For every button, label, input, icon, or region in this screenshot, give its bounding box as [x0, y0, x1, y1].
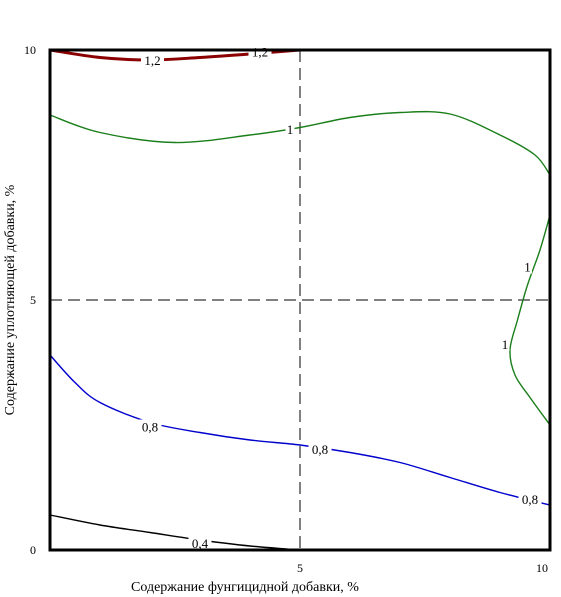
- tick-labels: 5 10 0 5 10: [24, 43, 548, 575]
- x-tick-label-0: 5: [297, 561, 303, 575]
- contour-label-bg: [188, 536, 212, 550]
- y-axis-label: Содержание уплотняющей добавки, %: [3, 184, 18, 415]
- contour-label-bg: [523, 259, 532, 274]
- contour-line-3: [49, 354, 551, 506]
- x-tick-label-1: 10: [536, 561, 548, 575]
- contour-labels: 1,2 1,2 1 1 1 0,8 0,8 0,8 0,4: [138, 44, 542, 551]
- contour-label-3-1: 0,8: [312, 442, 328, 457]
- x-axis-label: Содержание фунгицидной добавки, %: [131, 580, 359, 595]
- y-tick-label-0: 0: [30, 543, 36, 557]
- contour-label-3-2: 0,8: [522, 492, 538, 507]
- contour-label-2-1: 1: [502, 337, 509, 352]
- contour-label-0-1: 1,2: [252, 45, 268, 60]
- plot-frame: [48, 48, 552, 552]
- contour-label-bg: [138, 419, 162, 434]
- contour-label-4-0: 0,4: [192, 536, 209, 551]
- contour-line-1: [49, 110, 551, 176]
- plot-area: [49, 48, 551, 551]
- contour-label-bg: [141, 53, 164, 67]
- contour-label-bg: [308, 442, 332, 456]
- contour-label-bg: [500, 337, 510, 351]
- contour-label-3-0: 0,8: [142, 420, 158, 435]
- contour-label-2-0: 1: [524, 260, 531, 275]
- y-tick-label-1: 5: [30, 293, 36, 307]
- contour-line-4: [49, 514, 301, 551]
- y-tick-label-2: 10: [24, 43, 36, 57]
- contour-label-1-0: 1: [287, 122, 294, 137]
- contour-line-2: [509, 214, 551, 426]
- contour-label-bg: [285, 122, 295, 136]
- contour-label-0-0: 1,2: [144, 53, 160, 68]
- contour-label-bg: [518, 492, 542, 506]
